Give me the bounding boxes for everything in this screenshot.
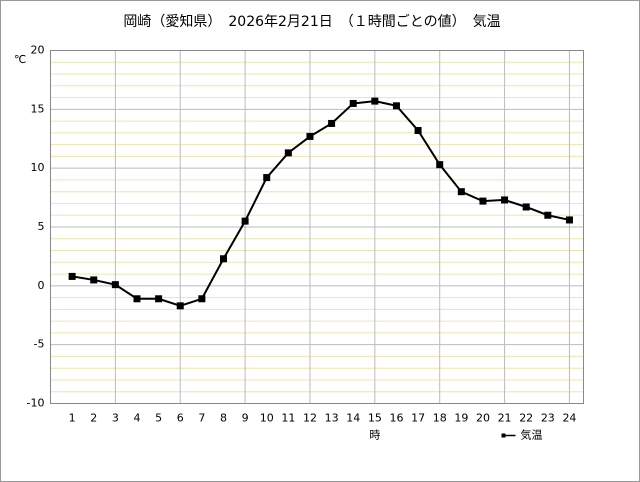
chart-title: 岡崎（愛知県） 2026年2月21日 （１時間ごとの値） 気温 bbox=[123, 13, 500, 30]
y-tick-label: 20 bbox=[31, 44, 45, 57]
legend-label: 気温 bbox=[521, 428, 543, 442]
x-tick-label: 13 bbox=[325, 412, 339, 425]
data-point bbox=[436, 161, 444, 169]
x-tick-label: 24 bbox=[562, 412, 576, 425]
data-point bbox=[263, 174, 271, 182]
data-point bbox=[371, 97, 379, 105]
x-tick-label: 7 bbox=[198, 412, 205, 425]
x-tick-label: 10 bbox=[260, 412, 274, 425]
data-point bbox=[414, 127, 422, 135]
data-point bbox=[306, 132, 314, 140]
data-point bbox=[501, 196, 509, 204]
y-tick-label: 10 bbox=[31, 161, 45, 174]
x-tick-label: 4 bbox=[133, 412, 140, 425]
data-point bbox=[90, 276, 98, 284]
x-axis-label: 時 bbox=[369, 429, 380, 442]
x-tick-label: 18 bbox=[433, 412, 447, 425]
x-tick-label: 20 bbox=[476, 412, 490, 425]
data-point bbox=[457, 188, 465, 196]
data-point bbox=[349, 99, 357, 107]
y-tick-label: 0 bbox=[38, 279, 45, 292]
x-tick-label: 5 bbox=[155, 412, 162, 425]
data-point bbox=[111, 281, 119, 289]
legend-marker bbox=[501, 433, 506, 438]
x-tick-label: 11 bbox=[281, 412, 295, 425]
y-tick-label: 5 bbox=[38, 220, 45, 233]
y-axis-label: ℃ bbox=[14, 53, 26, 66]
x-tick-label: 14 bbox=[346, 412, 360, 425]
data-point bbox=[565, 216, 573, 224]
x-tick-label: 17 bbox=[411, 412, 425, 425]
data-point bbox=[68, 272, 76, 280]
x-tick-label: 22 bbox=[519, 412, 533, 425]
x-tick-label: 15 bbox=[368, 412, 382, 425]
y-tick-label: -5 bbox=[34, 338, 45, 351]
x-tick-label: 19 bbox=[454, 412, 468, 425]
x-tick-label: 21 bbox=[498, 412, 512, 425]
data-point bbox=[198, 295, 206, 303]
data-point bbox=[133, 295, 141, 303]
data-point bbox=[219, 255, 227, 263]
x-tick-label: 16 bbox=[389, 412, 403, 425]
x-tick-label: 3 bbox=[112, 412, 119, 425]
x-tick-label: 9 bbox=[242, 412, 249, 425]
x-tick-label: 12 bbox=[303, 412, 317, 425]
y-tick-label: 15 bbox=[31, 102, 45, 115]
y-tick-label: -10 bbox=[27, 397, 45, 410]
plot-frame bbox=[50, 50, 584, 404]
x-tick-label: 6 bbox=[177, 412, 184, 425]
series-line bbox=[71, 100, 570, 307]
data-point bbox=[522, 203, 530, 211]
data-point bbox=[479, 197, 487, 205]
data-point bbox=[392, 102, 400, 110]
data-point bbox=[155, 295, 163, 303]
data-point bbox=[544, 211, 552, 219]
x-tick-label: 23 bbox=[541, 412, 555, 425]
data-point bbox=[176, 302, 184, 310]
data-point bbox=[284, 149, 292, 157]
data-point bbox=[241, 217, 249, 225]
x-tick-label: 2 bbox=[90, 412, 97, 425]
data-point bbox=[328, 119, 336, 127]
x-tick-label: 8 bbox=[220, 412, 227, 425]
x-tick-label: 1 bbox=[69, 412, 76, 425]
